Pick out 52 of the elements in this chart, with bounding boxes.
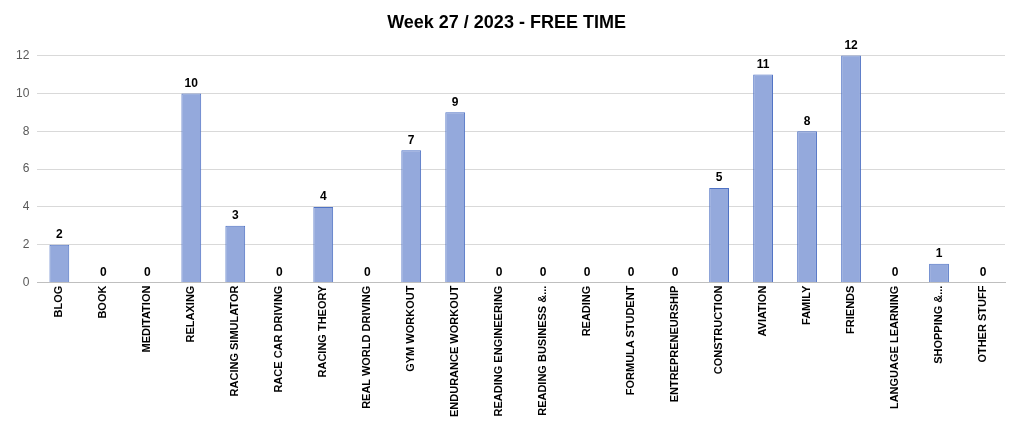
data-label: 7 (407, 132, 415, 147)
data-label: 0 (363, 264, 371, 279)
x-tick-label: OTHER STUFF (976, 285, 989, 363)
data-label: 0 (143, 264, 151, 279)
x-tick-label: READING (580, 285, 593, 337)
y-tick-label: 8 (22, 123, 30, 138)
data-label: 0 (583, 264, 591, 279)
y-tick-label: 10 (15, 85, 30, 100)
x-tick-label: FORMULA STUDENT (624, 285, 637, 396)
data-label: 0 (671, 264, 679, 279)
x-tick-label: REAL WORLD DRIVING (360, 285, 373, 409)
data-label: 0 (99, 264, 107, 279)
data-label: 12 (844, 37, 859, 52)
x-tick-label: AVIATION (756, 285, 769, 337)
x-tick-label: CONSTRUCTION (712, 285, 725, 375)
y-tick-label: 4 (22, 199, 30, 214)
y-tick-label: 0 (22, 274, 30, 289)
data-label: 10 (184, 75, 199, 90)
data-label: 9 (451, 94, 459, 109)
data-label: 2 (56, 227, 63, 242)
chart-title: Week 27 / 2023 - FREE TIME (387, 11, 626, 32)
y-tick-label: 6 (22, 161, 30, 176)
data-label: 4 (319, 189, 327, 204)
x-tick-label: RACE CAR DRIVING (272, 285, 285, 393)
x-tick-label: READING BUSINESS &... (536, 285, 549, 416)
x-tick-label: FAMILY (800, 284, 813, 325)
x-tick-label: GYM WORKOUT (404, 285, 417, 372)
data-label: 0 (275, 264, 283, 279)
data-label: 0 (539, 264, 547, 279)
x-tick-label: LANGUAGE LEARNING (888, 285, 901, 410)
x-tick-label: RELAXING (184, 285, 197, 343)
x-tick-label: SHOPPING &... (932, 285, 945, 364)
y-tick-label: 2 (22, 237, 30, 252)
data-label: 1 (935, 246, 943, 261)
x-tick-label: RACING THEORY (316, 284, 329, 378)
x-tick-label: FRIENDS (844, 285, 857, 334)
data-label: 3 (231, 208, 239, 223)
x-tick-label: BOOK (96, 285, 109, 319)
y-tick-label: 12 (15, 47, 30, 62)
data-label: 5 (715, 170, 723, 185)
x-tick-label: ENTREPRENEURSHIP (668, 285, 681, 403)
x-tick-label: RACING SIMULATOR (228, 285, 241, 397)
data-label: 0 (979, 264, 987, 279)
data-label: 8 (803, 113, 811, 128)
data-label: 0 (495, 264, 503, 279)
x-tick-label: BLOG (52, 285, 65, 318)
data-label: 0 (891, 264, 899, 279)
x-tick-label: MEDITATION (140, 285, 153, 353)
x-tick-label: READING ENGINEERING (492, 285, 505, 417)
x-tick-label: ENDURANCE WORKOUT (448, 285, 461, 418)
data-label: 11 (756, 56, 770, 71)
data-label: 0 (627, 264, 635, 279)
